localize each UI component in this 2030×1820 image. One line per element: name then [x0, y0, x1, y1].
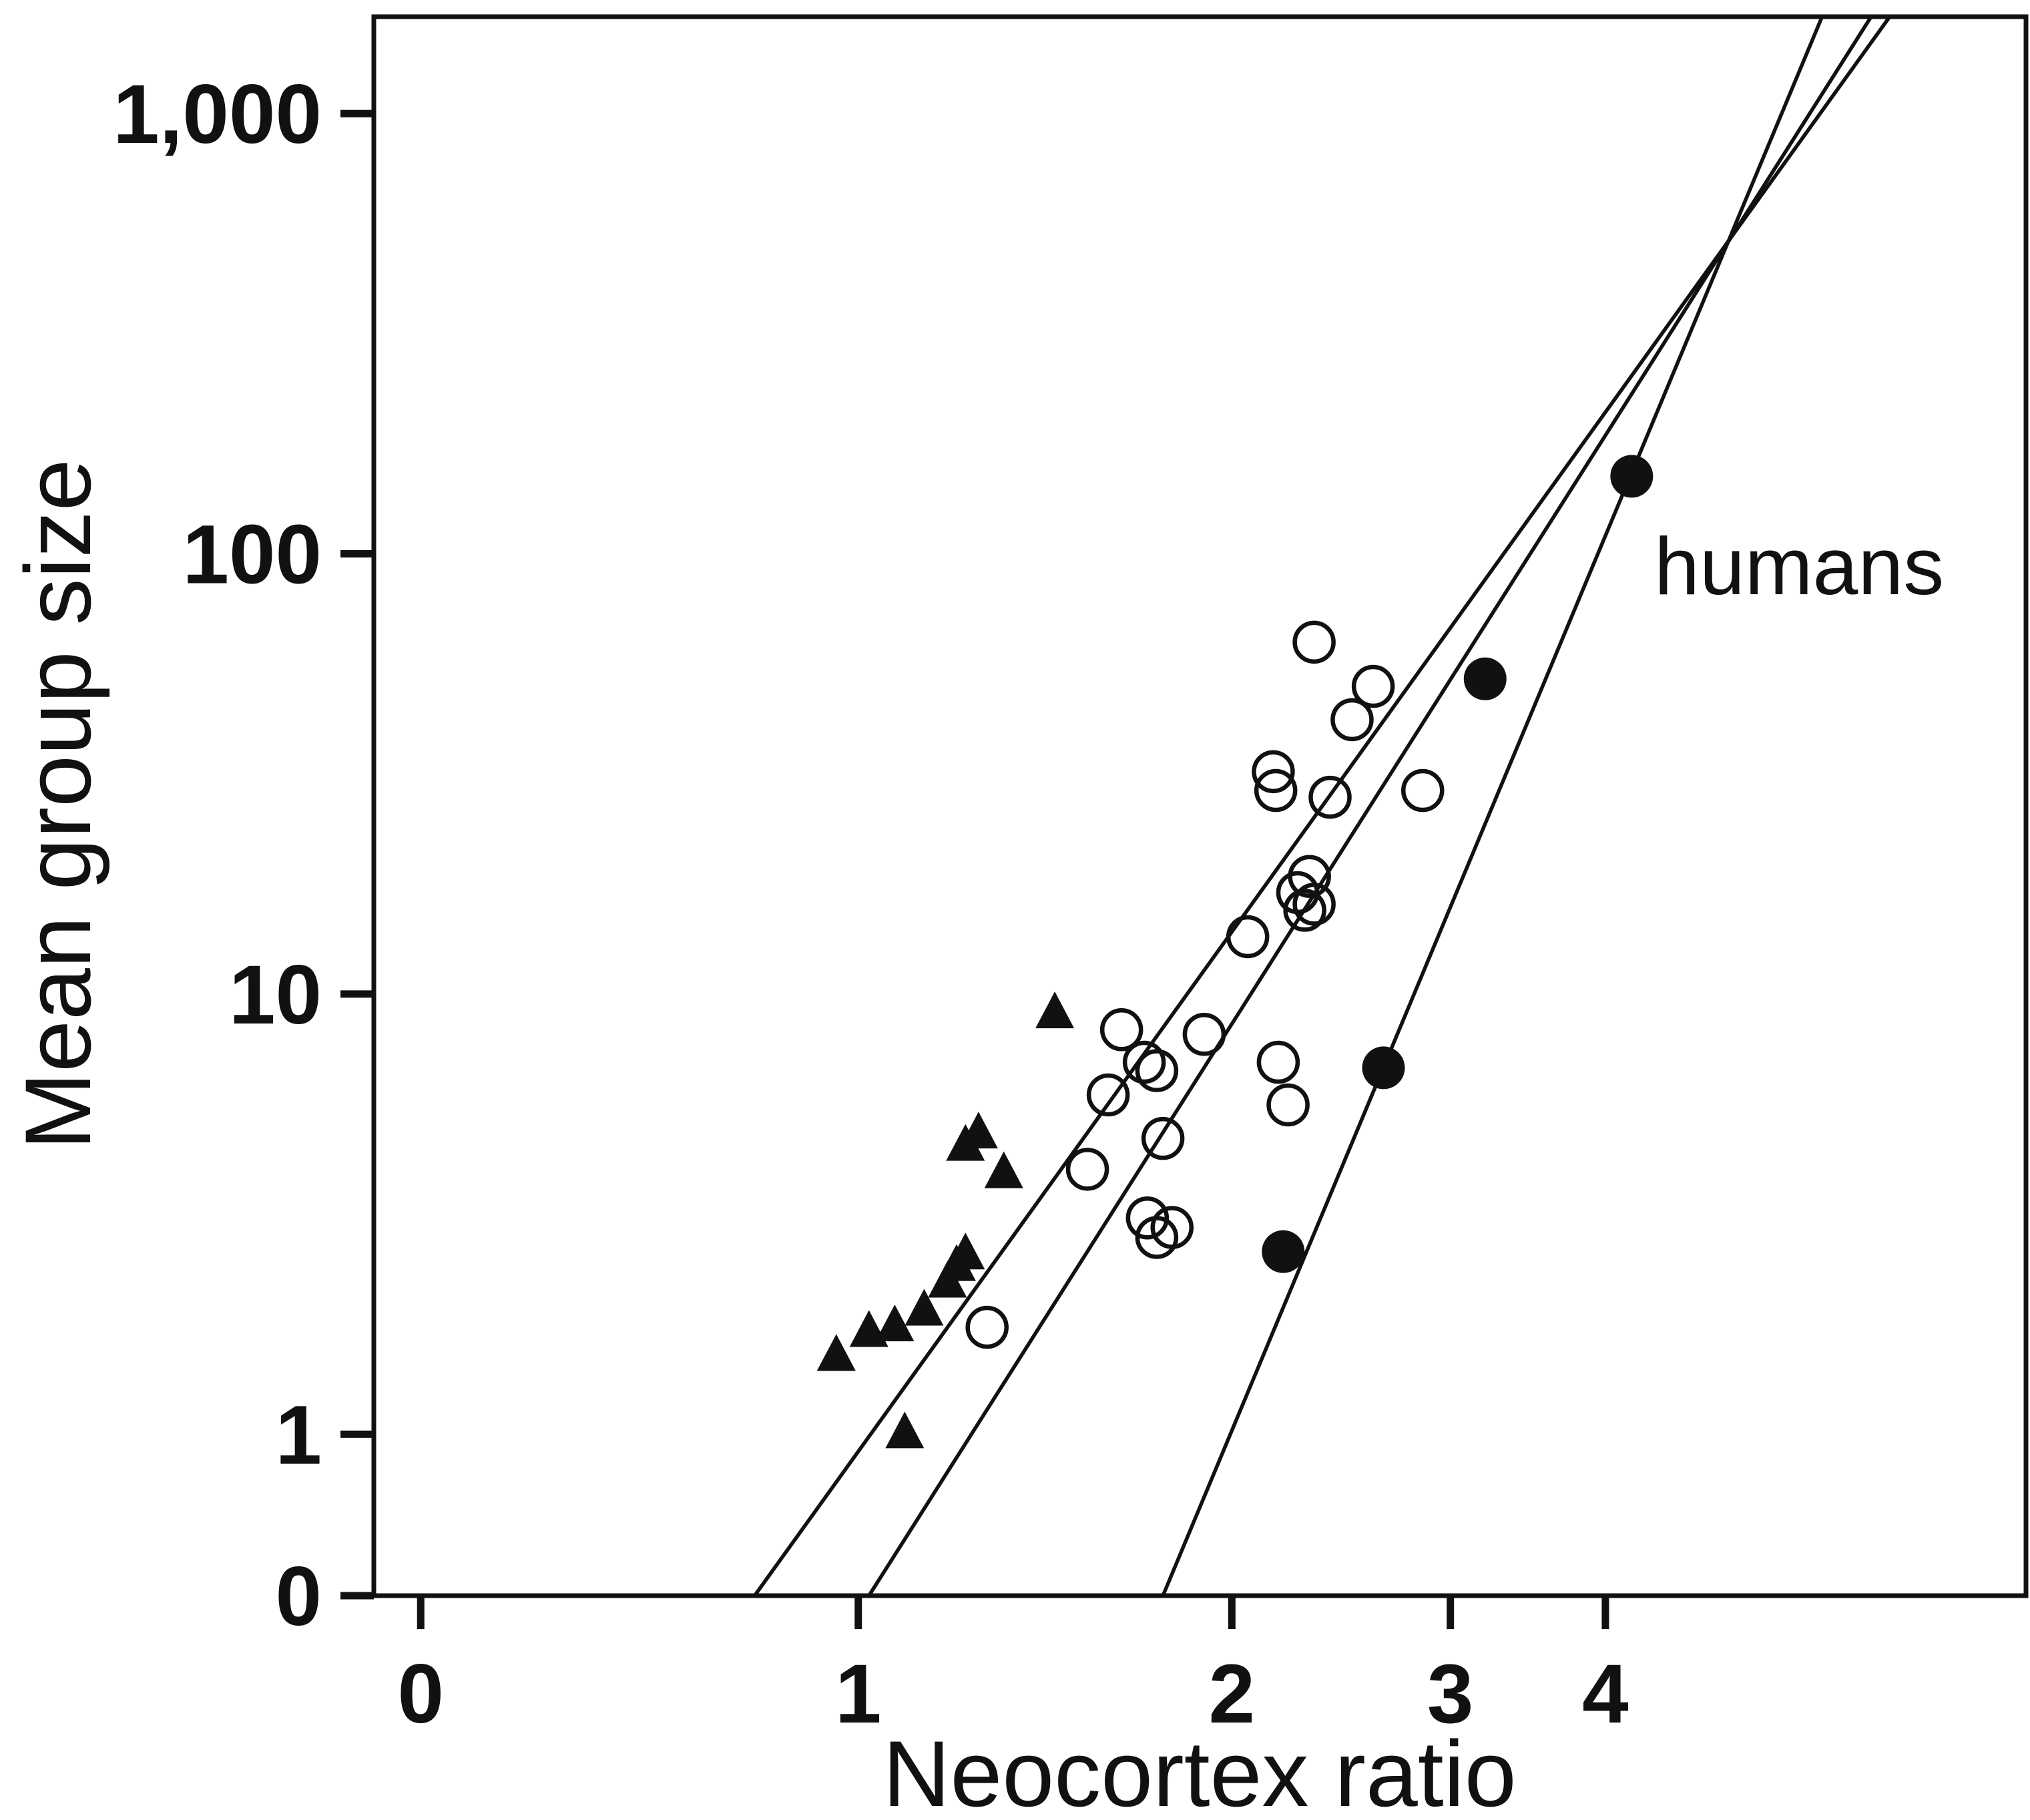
x-tick-label: 3: [1427, 1648, 1474, 1741]
filled-triangle-point: [984, 1151, 1023, 1188]
open-circle-point: [1351, 664, 1395, 708]
filled-triangle-point: [946, 1232, 985, 1270]
x-tick-label: 2: [1209, 1648, 1256, 1741]
y-tick-label: 1,000: [113, 68, 322, 161]
filled-circle-point: [1610, 455, 1654, 498]
filled-triangle-point: [959, 1112, 998, 1149]
open-circle-point: [1292, 883, 1336, 926]
x-axis-title: Neocortex ratio: [882, 1721, 1516, 1820]
open-circle-point: [965, 1305, 1009, 1349]
y-axis-title: Mean group size: [5, 459, 110, 1150]
filled-triangle-point: [816, 1334, 856, 1371]
open-circle-point: [1283, 889, 1326, 932]
x-tick-label: 4: [1582, 1648, 1629, 1741]
open-circle-point: [1226, 915, 1270, 959]
open-circle-point: [1122, 1040, 1166, 1084]
x-tick-label: 0: [397, 1648, 444, 1741]
y-tick-label: 0: [275, 1550, 322, 1643]
prosimian-grade-line: [753, 15, 1892, 1597]
open-circle-point: [1330, 698, 1374, 742]
open-circle-point: [1401, 768, 1445, 813]
y-tick-label: 100: [182, 509, 322, 602]
open-circle-point: [1099, 1008, 1144, 1052]
open-circle-point: [1086, 1073, 1130, 1117]
open-circle-point: [1308, 775, 1352, 819]
humans-annotation: humans: [1654, 521, 1944, 612]
filled-triangle-point: [885, 1411, 925, 1449]
open-circle-point: [1150, 1206, 1194, 1249]
filled-triangle-point: [905, 1289, 944, 1326]
open-circle-point: [1288, 855, 1331, 898]
monkey-grade-line: [867, 15, 1873, 1597]
x-tick-label: 1: [835, 1648, 882, 1741]
open-circle-point: [1182, 1013, 1226, 1056]
open-circle-point: [1266, 1083, 1310, 1127]
filled-circle-point: [1463, 657, 1507, 700]
open-circle-point: [1254, 768, 1298, 813]
y-tick-label: 10: [229, 949, 322, 1042]
open-circle-point: [1256, 1040, 1300, 1084]
open-circle-point: [1252, 750, 1295, 794]
plot-frame: [371, 14, 2029, 1598]
open-circle-point: [1141, 1116, 1185, 1160]
x-axis: 0 1 2 3 4: [397, 1596, 1629, 1741]
filled-circle-point: [1262, 1230, 1305, 1273]
ape-grade-line: [1161, 15, 1824, 1597]
open-circle-point: [1125, 1196, 1170, 1240]
y-tick-label: 1: [275, 1389, 322, 1482]
y-axis: 0 1 10 100 1,000: [113, 68, 374, 1643]
open-circle-point: [1135, 1049, 1179, 1092]
regression-lines: [753, 15, 1892, 1597]
open-circle-point: [1065, 1148, 1109, 1191]
open-circle-point: [1292, 620, 1336, 664]
filled-triangle-point: [1035, 991, 1075, 1029]
data-points: [816, 455, 1654, 1449]
filled-triangle-point: [875, 1305, 915, 1342]
filled-circle-point: [1362, 1046, 1405, 1090]
